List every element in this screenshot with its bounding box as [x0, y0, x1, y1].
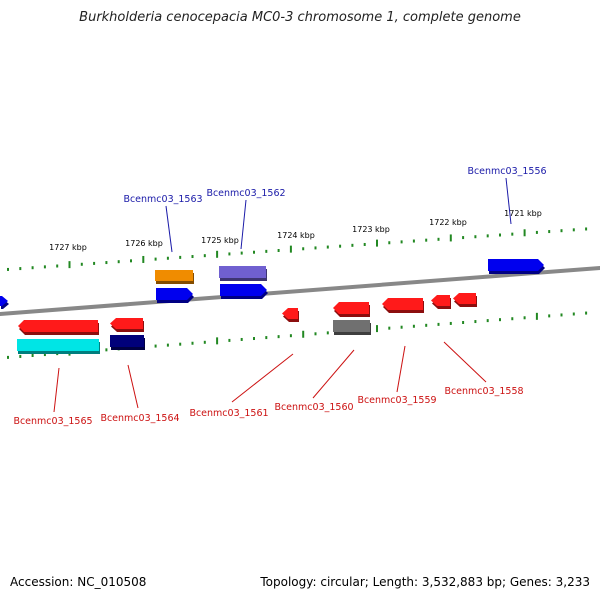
gene-callout-line — [443, 341, 487, 383]
gene-features — [0, 259, 545, 354]
gene-block-face — [17, 339, 99, 351]
gene-block — [220, 284, 268, 299]
gene-callout-line — [505, 177, 512, 225]
gene-label[interactable]: Bcenmc03_1559 — [357, 395, 436, 406]
gene-block-face — [219, 266, 266, 278]
gene-label[interactable]: Bcenmc03_1563 — [123, 194, 202, 205]
scale-label: 1727 kbp — [49, 243, 87, 252]
topology-text: Topology: circular; Length: 3,532,883 bp… — [260, 575, 590, 589]
gene-block-face — [0, 296, 8, 306]
gene-callout-line — [231, 353, 294, 403]
gene-block — [156, 288, 194, 303]
gene-block — [219, 266, 267, 281]
gene-block-face — [333, 320, 370, 332]
gene-block — [155, 270, 194, 284]
gene-block-face — [333, 302, 369, 314]
gene-callout-line — [127, 364, 139, 409]
gene-block — [110, 318, 144, 332]
gene-block-face — [155, 270, 193, 281]
gene-block-face — [110, 318, 143, 329]
gene-block-face — [282, 308, 298, 319]
gene-block — [18, 320, 99, 335]
gene-block-face — [488, 259, 544, 271]
gene-block-face — [431, 295, 450, 306]
upper-tick-track — [7, 227, 588, 271]
gene-callout-line — [240, 199, 247, 250]
gene-label[interactable]: Bcenmc03_1564 — [100, 413, 179, 424]
gene-block-face — [110, 335, 144, 347]
gene-label[interactable]: Bcenmc03_1561 — [189, 408, 268, 419]
gene-callout-line — [312, 349, 355, 399]
scale-labels: 1727 kbp 1726 kbp 1725 kbp 1724 kbp 1723 kbp… — [49, 209, 542, 252]
gene-callout-line — [53, 367, 60, 413]
scale-label: 1725 kbp — [201, 236, 239, 245]
gene-block-face — [382, 298, 423, 310]
gene-block — [282, 308, 299, 322]
gene-callouts: Bcenmc03_1563 Bcenmc03_1562 Bcenmc03_1556 B… — [13, 166, 546, 427]
gene-callout-line — [165, 205, 173, 253]
gene-block-face — [220, 284, 267, 296]
gene-block — [17, 339, 100, 354]
scale-label: 1721 kbp — [504, 209, 542, 218]
gene-callout-line — [396, 345, 406, 393]
gene-label[interactable]: Bcenmc03_1560 — [274, 402, 353, 413]
scale-label: 1722 kbp — [429, 218, 467, 227]
gene-block — [382, 298, 424, 313]
map-title: Burkholderia cenocepacia MC0-3 chromosom… — [79, 10, 521, 25]
accession-text: Accession: NC_010508 — [10, 575, 147, 589]
gene-block — [453, 293, 477, 307]
gene-block — [431, 295, 451, 309]
scale-label: 1723 kbp — [352, 225, 390, 234]
gene-block-face — [18, 320, 98, 332]
gene-block — [333, 320, 371, 335]
gene-block — [488, 259, 545, 274]
scale-label: 1724 kbp — [277, 231, 315, 240]
gene-block — [0, 296, 9, 309]
scale-label: 1726 kbp — [125, 239, 163, 248]
gene-label[interactable]: Bcenmc03_1565 — [13, 416, 92, 427]
gene-label[interactable]: Bcenmc03_1558 — [444, 386, 523, 397]
gene-block-face — [156, 288, 193, 300]
gene-block — [333, 302, 370, 317]
gene-label[interactable]: Bcenmc03_1562 — [206, 188, 285, 199]
gene-block — [110, 335, 145, 350]
gene-label[interactable]: Bcenmc03_1556 — [467, 166, 546, 177]
chromosome-backbone — [0, 266, 600, 316]
gene-block-face — [453, 293, 476, 304]
